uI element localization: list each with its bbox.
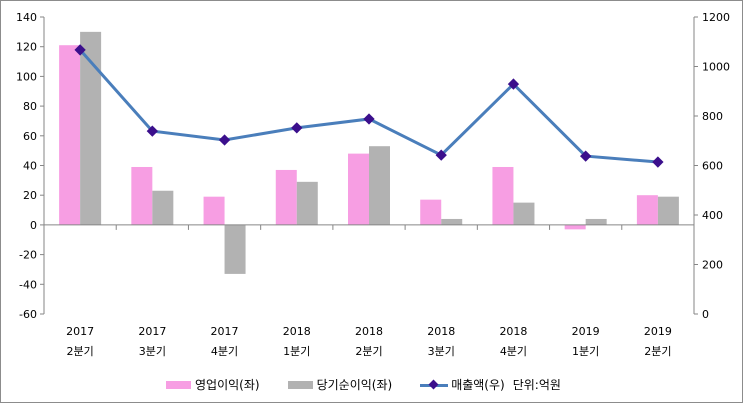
bar-operating-profit bbox=[59, 45, 81, 225]
x-tick-label-year: 2018 bbox=[355, 325, 383, 338]
right-axis-tick-label: 1000 bbox=[702, 61, 730, 74]
x-tick-label-year: 2017 bbox=[66, 325, 94, 338]
right-axis-tick-label: 1200 bbox=[702, 11, 730, 24]
bar-net-income bbox=[224, 224, 246, 274]
revenue-marker bbox=[363, 113, 375, 125]
legend-line-marker bbox=[420, 381, 449, 389]
left-axis-tick-label: -20 bbox=[19, 249, 37, 262]
x-tick-label-year: 2019 bbox=[572, 325, 600, 338]
x-tick-label-quarter: 2분기 bbox=[355, 345, 382, 358]
left-axis-tick-label: -60 bbox=[19, 308, 37, 321]
revenue-marker bbox=[580, 150, 592, 162]
revenue-line bbox=[78, 48, 659, 164]
legend-swatch bbox=[287, 380, 313, 389]
left-axis-tick-label: 120 bbox=[16, 41, 37, 54]
x-tick-label-year: 2019 bbox=[644, 325, 672, 338]
x-tick-label-quarter: 4분기 bbox=[500, 345, 527, 358]
bar-net-income bbox=[369, 146, 390, 225]
left-axis-tick-label: 20 bbox=[23, 189, 37, 202]
bar-operating-profit bbox=[564, 224, 586, 230]
left-axis-tick-label: 60 bbox=[23, 130, 37, 143]
x-tick-label-quarter: 3분기 bbox=[139, 345, 166, 358]
bar-operating-profit bbox=[203, 196, 225, 225]
x-tick-label-year: 2017 bbox=[211, 325, 239, 338]
bar-net-income bbox=[513, 202, 535, 225]
left-axis-tick-label: -40 bbox=[19, 278, 37, 291]
legend-item-net-income: 당기순이익(좌) bbox=[287, 376, 393, 393]
chart-svg: -60 -40 -20 0 20 40 60 80 100 120 140 0 200 400 600 800… bbox=[16, 11, 730, 358]
bar-net-income bbox=[657, 196, 679, 225]
bar-operating-profit bbox=[275, 169, 297, 225]
x-tick-label-year: 2017 bbox=[138, 325, 166, 338]
legend-label: 매출액(우) bbox=[451, 378, 505, 392]
bar-operating-profit bbox=[492, 166, 514, 225]
legend-item-operating-profit: 영업이익(좌) bbox=[166, 376, 260, 393]
x-tick-label-quarter: 1분기 bbox=[283, 345, 310, 358]
revenue-marker bbox=[74, 44, 86, 56]
revenue-marker bbox=[652, 156, 664, 168]
left-axis-tick-label: 100 bbox=[16, 70, 37, 83]
bar-operating-profit bbox=[420, 199, 442, 225]
legend-label: 영업이익(좌) bbox=[195, 378, 260, 392]
x-tick-label-quarter: 3분기 bbox=[428, 345, 455, 358]
legend-item-revenue: 매출액(우) 단위:억원 bbox=[420, 376, 561, 393]
legend-label: 당기순이익(좌) bbox=[316, 378, 393, 392]
revenue-marker bbox=[218, 134, 231, 146]
revenue-marker bbox=[435, 149, 447, 161]
bar-net-income bbox=[80, 31, 102, 225]
x-tick-label-year: 2018 bbox=[499, 325, 527, 338]
right-axis-tick-label: 200 bbox=[702, 259, 723, 272]
bar-operating-profit bbox=[348, 153, 369, 225]
x-tick-label-quarter: 2분기 bbox=[644, 345, 671, 358]
bar-net-income bbox=[152, 190, 174, 225]
left-axis-tick-label: 80 bbox=[23, 100, 37, 113]
x-tick-label-quarter: 2분기 bbox=[66, 345, 93, 358]
x-tick-label-year: 2018 bbox=[427, 325, 455, 338]
bar-net-income bbox=[441, 218, 463, 225]
x-tick-label-quarter: 1분기 bbox=[572, 345, 599, 358]
legend-swatch bbox=[166, 380, 191, 389]
right-axis-tick-label: 800 bbox=[702, 110, 723, 123]
bar-net-income bbox=[296, 181, 318, 225]
left-axis-tick-label: 40 bbox=[23, 160, 37, 173]
x-tick-label-quarter: 4분기 bbox=[211, 345, 238, 358]
legend: 영업이익(좌) 당기순이익(좌) 매출액(우) 단위:억원 bbox=[166, 376, 561, 393]
left-axis-tick-label: 0 bbox=[30, 219, 37, 232]
bar-operating-profit bbox=[636, 195, 658, 225]
right-axis-tick-label: 0 bbox=[702, 308, 709, 321]
bar-net-income bbox=[585, 218, 607, 225]
revenue-marker bbox=[291, 122, 303, 134]
right-axis-tick-label: 400 bbox=[702, 209, 723, 222]
left-axis-tick-label: 140 bbox=[16, 11, 37, 24]
right-axis-tick-label: 600 bbox=[702, 160, 723, 173]
x-tick-label-year: 2018 bbox=[283, 325, 311, 338]
bar-operating-profit bbox=[131, 166, 153, 225]
unit-note: 단위:억원 bbox=[512, 378, 561, 392]
